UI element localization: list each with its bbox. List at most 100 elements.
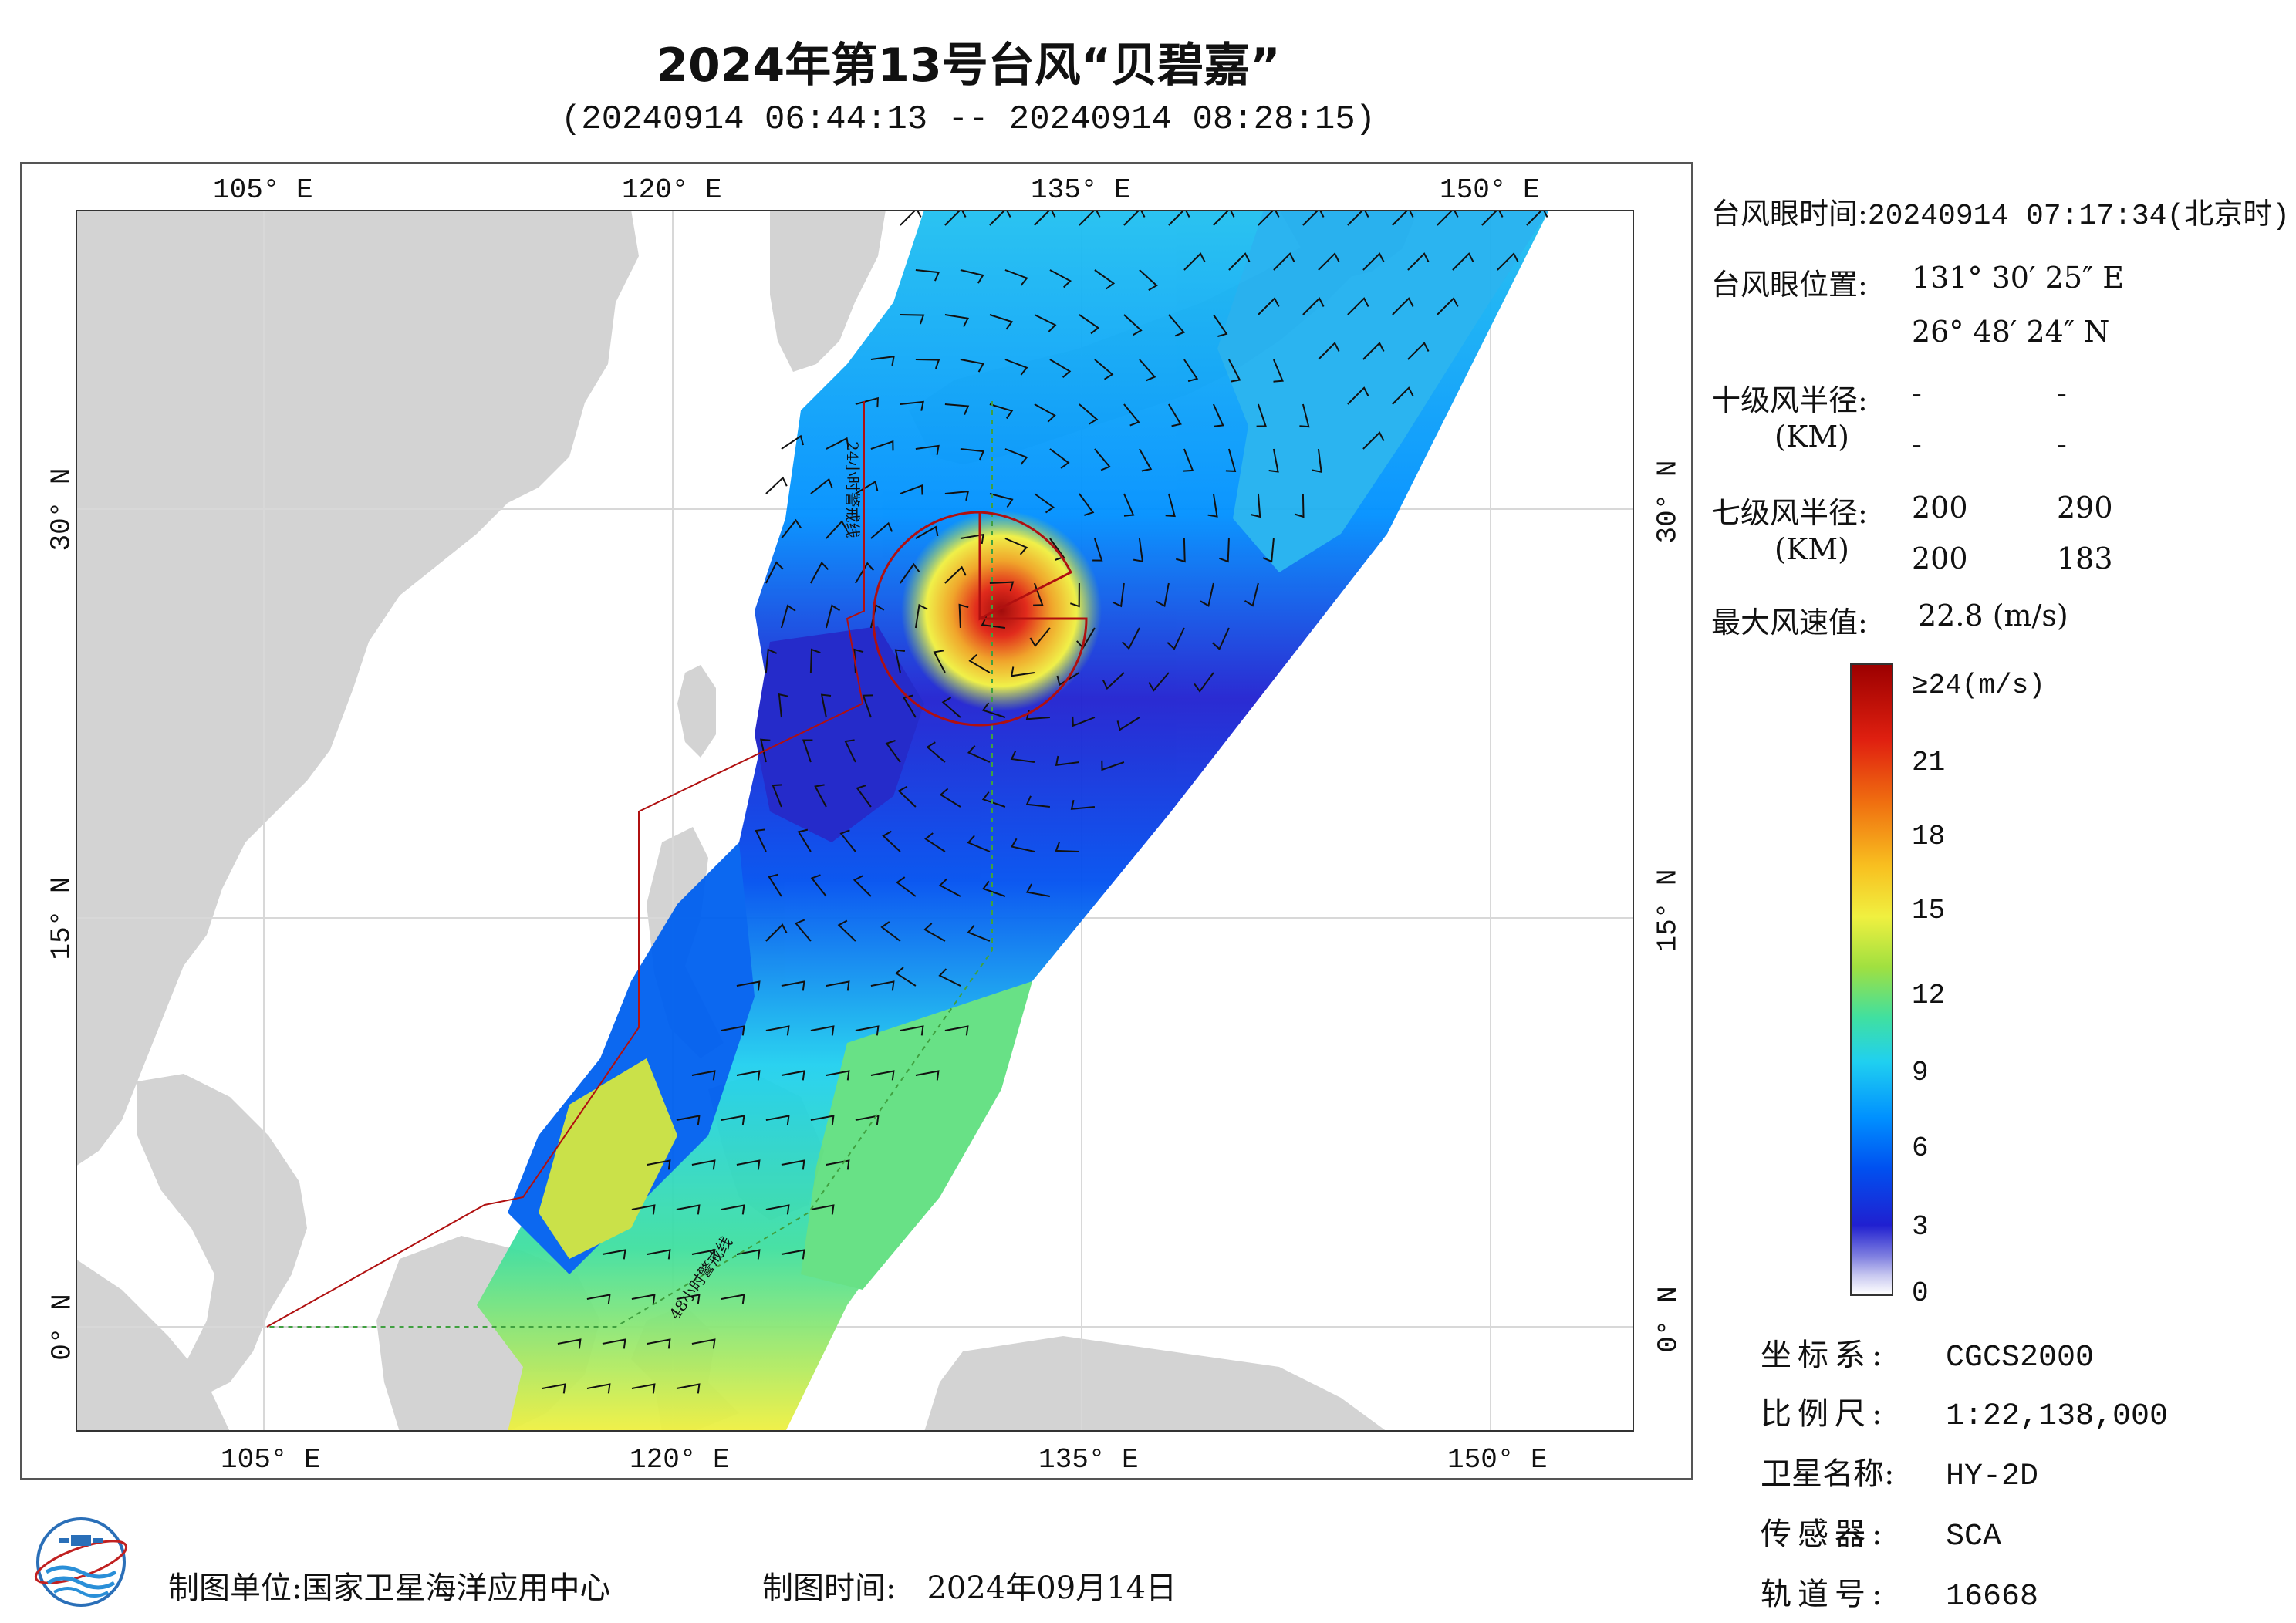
wind-barb — [631, 1383, 656, 1394]
wind-barb — [855, 562, 874, 584]
wind-barb — [1318, 342, 1340, 360]
wind-barb — [809, 648, 821, 673]
wind-barb — [736, 1249, 761, 1260]
wind-barb — [826, 1070, 850, 1081]
eye-position-label: 台风眼位置: — [1711, 268, 1868, 302]
wind-barb — [870, 1070, 895, 1081]
wind-barb — [1123, 210, 1146, 226]
lon-tick-bottom-150: 150° E — [1447, 1444, 1548, 1476]
wind-barb — [941, 697, 961, 718]
r7-value-se: 290 — [2057, 491, 2113, 525]
wind-barb — [1094, 269, 1116, 290]
wind-barb — [1347, 297, 1369, 315]
wind-barb — [1055, 842, 1079, 852]
wind-barb — [837, 919, 856, 942]
wind-barb — [915, 269, 940, 282]
colorbar-tick-6: 6 — [1912, 1132, 1929, 1164]
meta-orbit-row: 轨道号: 16668 — [1761, 1569, 2038, 1615]
swath-south-green — [801, 981, 1032, 1290]
swath-deep-blue — [755, 626, 924, 842]
r7-unit: (KM) — [1774, 532, 1849, 566]
wind-barb — [1025, 883, 1051, 897]
wind-barb — [736, 980, 761, 991]
wind-barb — [967, 924, 991, 942]
colorbar-tick-21: 21 — [1912, 747, 1946, 778]
map-subtitle: (20240914 06:44:13 -- 20240914 08:28:15) — [560, 100, 1376, 139]
wind-barb — [1123, 403, 1140, 427]
wind-barb — [1175, 538, 1186, 563]
wind-barb — [960, 533, 984, 545]
wind-barb — [944, 565, 967, 584]
r10-value-se: - — [2057, 376, 2067, 410]
wind-barb — [1010, 750, 1035, 763]
lon-tick-top-105: 105° E — [213, 174, 313, 206]
wind-barb — [1228, 252, 1251, 271]
lon-tick-top-120: 120° E — [622, 174, 722, 206]
wind-barb — [938, 968, 961, 987]
wind-barb — [960, 448, 985, 461]
wind-barb — [1299, 403, 1310, 428]
wind-barb — [1056, 672, 1080, 687]
wind-barb — [1213, 210, 1235, 226]
land-sumatra — [76, 1259, 230, 1432]
wind-barb — [856, 785, 872, 808]
wind-barb — [1029, 627, 1051, 647]
wind-barb — [1258, 210, 1280, 226]
nsoas-logo — [34, 1517, 128, 1607]
wind-barb — [1079, 210, 1101, 226]
wind-barb — [981, 702, 1006, 718]
land-taiwan — [677, 665, 716, 758]
wind-barb — [602, 1338, 626, 1349]
wind-barb — [915, 359, 940, 369]
wind-barb — [1079, 403, 1099, 425]
wind-barb — [1318, 252, 1340, 271]
wind-barb — [1092, 538, 1103, 562]
map-frame — [20, 162, 1693, 1480]
wind-barb — [810, 1025, 835, 1036]
meta-orbit-label: 轨道号: — [1761, 1577, 1889, 1612]
wind-barb — [1133, 538, 1144, 562]
wind-barb — [1049, 538, 1065, 561]
wind-barb — [1262, 538, 1275, 563]
land-asia-mainland — [76, 210, 639, 1166]
lat-tick-right-30: 30° N — [1652, 460, 1684, 544]
wind-barb — [1004, 359, 1028, 376]
wind-barb — [855, 480, 879, 494]
wind-barb — [781, 1249, 805, 1260]
warning-line-24h — [266, 401, 865, 1328]
wind-barb — [1194, 672, 1214, 693]
meta-satellite-row: 卫星名称: HY-2D — [1761, 1449, 2038, 1494]
wind-barb — [1079, 493, 1095, 516]
swath-west-yellow — [539, 1058, 677, 1259]
wind-barb — [1049, 359, 1072, 379]
wind-barb — [870, 980, 895, 991]
eye-longitude: 131° 30′ 25″ E — [1912, 261, 2125, 295]
wind-barb — [1004, 448, 1028, 465]
swath-north-japan — [1217, 210, 1549, 572]
wind-barb — [1079, 314, 1100, 335]
wind-barb — [1312, 448, 1322, 474]
map-title: 2024年第13号台风“贝碧嘉” — [656, 39, 1281, 93]
wind-barb — [1362, 252, 1385, 271]
wind-barb — [1183, 252, 1206, 271]
wind-barb — [1123, 493, 1135, 517]
colorbar-tick-24: ≥24(m/s) — [1912, 670, 2045, 701]
wind-barb — [880, 921, 901, 942]
wind-barb — [586, 1383, 611, 1394]
wind-barb — [1392, 297, 1414, 315]
wind-barb — [944, 1025, 969, 1036]
wind-barb — [721, 1204, 745, 1215]
wind-barb — [839, 829, 856, 852]
wind-barb — [1407, 342, 1430, 360]
wind-barb — [870, 440, 894, 451]
wind-barb — [853, 875, 872, 897]
wind-barb — [1258, 297, 1280, 315]
wind-barb — [586, 1294, 611, 1304]
wind-barb — [1212, 627, 1230, 650]
wind-barb — [900, 1025, 924, 1036]
wind-barb — [647, 1159, 671, 1170]
wind-field-map: 24小时警戒线 48小时警戒线 — [76, 210, 1634, 1432]
wind-barb — [1165, 493, 1176, 518]
lon-tick-top-135: 135° E — [1031, 174, 1131, 206]
wind-barb — [647, 1249, 671, 1260]
